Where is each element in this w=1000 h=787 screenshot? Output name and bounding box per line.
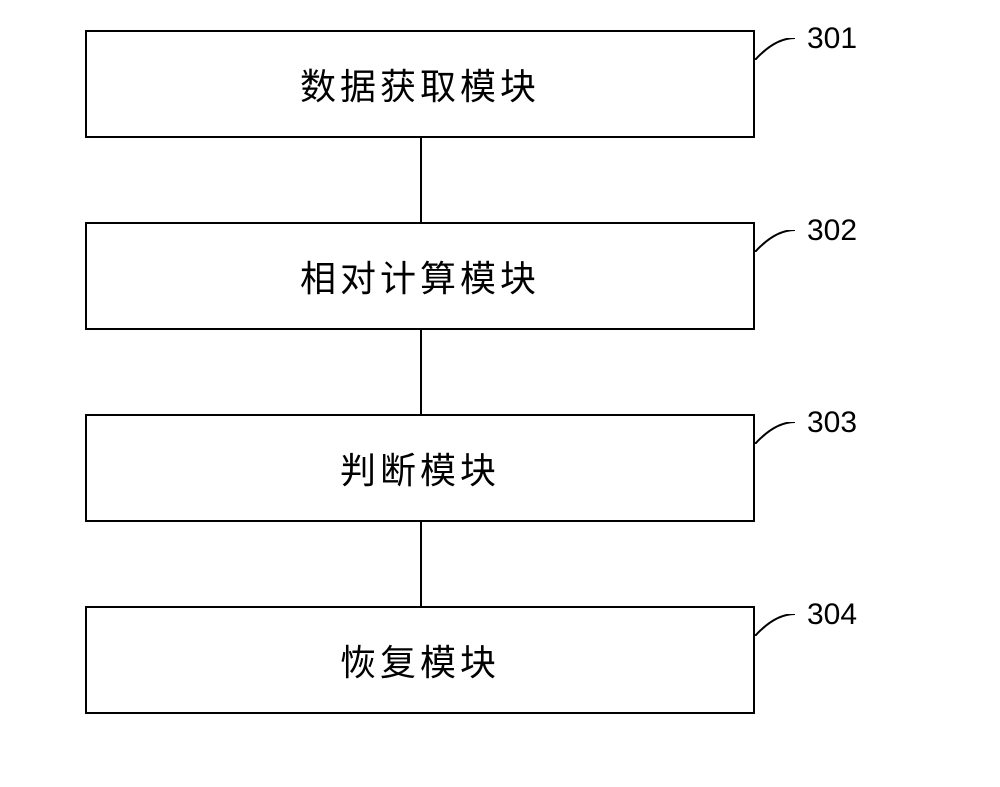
ref-label-301: 301 — [807, 22, 857, 56]
block-label: 恢复模块 — [340, 634, 500, 686]
block-label: 数据获取模块 — [300, 58, 540, 110]
connector-1 — [420, 138, 422, 222]
connector-3 — [420, 522, 422, 606]
ref-curve-302 — [755, 230, 795, 252]
ref-label-304: 304 — [807, 598, 857, 632]
block-data-acquisition: 数据获取模块 — [85, 30, 755, 138]
block-label: 相对计算模块 — [300, 250, 540, 302]
ref-curve-303 — [755, 422, 795, 444]
ref-label-302: 302 — [807, 214, 857, 248]
flowchart-diagram: 数据获取模块 301 相对计算模块 302 判断模块 303 恢复模块 304 — [85, 30, 915, 755]
block-label: 判断模块 — [340, 442, 500, 494]
ref-label-303: 303 — [807, 406, 857, 440]
ref-curve-304 — [755, 614, 795, 636]
block-recovery: 恢复模块 — [85, 606, 755, 714]
connector-2 — [420, 330, 422, 414]
ref-curve-301 — [755, 38, 795, 60]
block-relative-calculation: 相对计算模块 — [85, 222, 755, 330]
block-judgment: 判断模块 — [85, 414, 755, 522]
